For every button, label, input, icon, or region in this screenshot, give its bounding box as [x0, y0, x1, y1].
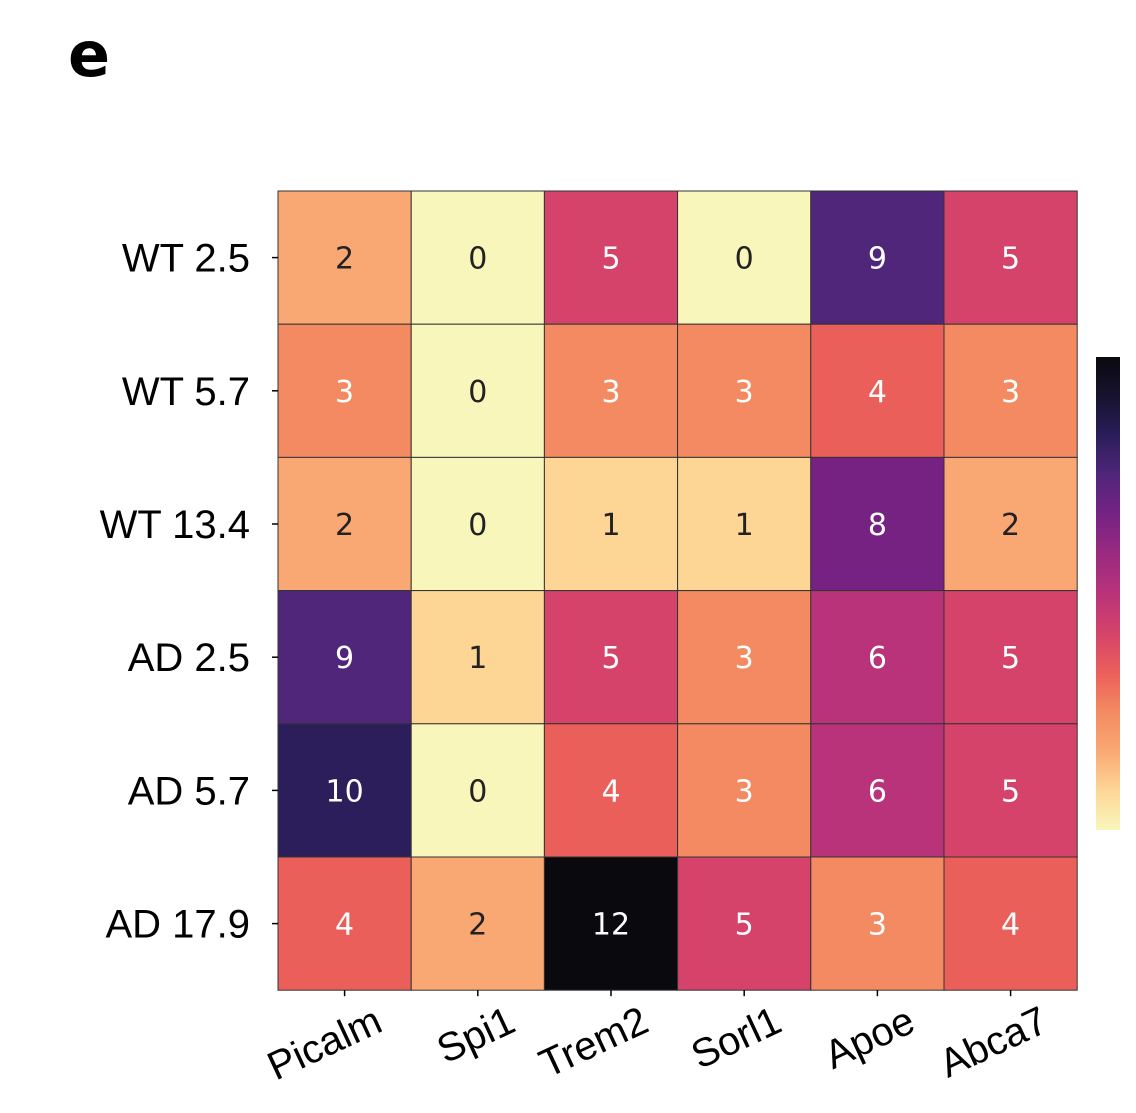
heatmap-cell	[677, 856, 812, 991]
heatmap-cell	[943, 456, 1078, 592]
y-tick-label: WT 13.4	[100, 503, 250, 547]
cell-value-label: 1	[735, 508, 754, 543]
heatmap-cell	[410, 590, 545, 725]
heatmap-cell	[543, 323, 679, 458]
y-tick-label: WT 2.5	[122, 237, 250, 281]
heatmap-cell	[943, 856, 1078, 991]
cell-value-label: 9	[335, 641, 354, 676]
heatmap-cell	[543, 590, 679, 725]
heatmap-cell	[943, 590, 1078, 725]
panel-label: e	[68, 18, 111, 91]
cell-value-label: 6	[868, 641, 887, 676]
y-tick-label: AD 5.7	[128, 769, 250, 813]
cell-value-label: 10	[326, 774, 364, 809]
cell-value-label: 3	[735, 375, 754, 410]
x-tick-label: Apoe	[818, 998, 921, 1077]
cell-value-label: 9	[868, 242, 887, 277]
x-tick-label: Sorl1	[685, 998, 788, 1077]
x-tick-label: Picalm	[261, 998, 388, 1089]
y-tick-label: WT 5.7	[122, 370, 250, 414]
cell-value-label: 0	[468, 242, 487, 277]
cell-value-label: 2	[335, 242, 354, 277]
heatmap-cell	[410, 190, 545, 325]
heatmap-cell	[677, 456, 812, 592]
heatmap-cell	[810, 456, 945, 592]
heatmap-cell	[677, 190, 812, 325]
cell-value-label: 1	[601, 508, 620, 543]
cell-value-label: 3	[735, 641, 754, 676]
cell-value-label: 5	[735, 908, 754, 943]
cell-value-label: 5	[1001, 242, 1020, 277]
heatmap-cell	[277, 590, 412, 725]
cell-value-label: 6	[868, 774, 887, 809]
cell-value-label: 4	[335, 908, 354, 943]
cell-value-label: 2	[1001, 508, 1020, 543]
cell-value-label: 5	[601, 641, 620, 676]
heatmap-cell	[277, 323, 412, 458]
x-tick-label: Abca7	[933, 998, 1054, 1086]
heatmap-cell	[810, 590, 945, 725]
cell-value-label: 4	[868, 375, 887, 410]
cell-value-label: 2	[468, 908, 487, 943]
cell-value-label: 2	[335, 508, 354, 543]
heatmap-cell	[410, 323, 545, 458]
heatmap-cell	[277, 456, 412, 592]
cell-value-label: 1	[468, 641, 487, 676]
heatmap-cell	[943, 323, 1078, 458]
heatmap-cell	[943, 723, 1078, 858]
heatmap-cell	[277, 190, 412, 325]
x-tick-label: Spi1	[430, 998, 521, 1072]
cell-value-label: 5	[1001, 774, 1020, 809]
cell-value-label: 3	[735, 774, 754, 809]
heatmap-cell	[410, 456, 545, 592]
cell-value-label: 5	[601, 242, 620, 277]
cell-value-label: 4	[601, 774, 620, 809]
cell-value-label: 8	[868, 508, 887, 543]
cell-value-label: 0	[468, 508, 487, 543]
cell-value-label: 0	[735, 242, 754, 277]
colorbar	[1096, 357, 1120, 830]
cell-value-label: 3	[1001, 375, 1020, 410]
cell-value-label: 12	[592, 908, 630, 943]
heatmap-cell	[543, 456, 679, 592]
heatmap-cell	[543, 190, 679, 325]
heatmap-cell	[277, 856, 412, 991]
heatmap-cell	[410, 723, 545, 858]
cell-value-label: 3	[601, 375, 620, 410]
cell-value-label: 5	[1001, 641, 1020, 676]
y-tick-label: AD 17.9	[105, 903, 250, 947]
cell-value-label: 3	[335, 375, 354, 410]
cell-value-label: 0	[468, 375, 487, 410]
heatmap-cell	[543, 856, 679, 991]
heatmap-cell	[810, 723, 945, 858]
x-tick-label: Trem2	[533, 998, 655, 1086]
y-tick-label: AD 2.5	[128, 636, 250, 680]
heatmap-cell	[677, 323, 812, 458]
heatmap-cell	[810, 856, 945, 991]
heatmap-cell	[677, 590, 812, 725]
cell-value-label: 3	[868, 908, 887, 943]
heatmap-cell	[277, 723, 412, 858]
cell-value-label: 0	[468, 774, 487, 809]
cell-value-label: 4	[1001, 908, 1020, 943]
